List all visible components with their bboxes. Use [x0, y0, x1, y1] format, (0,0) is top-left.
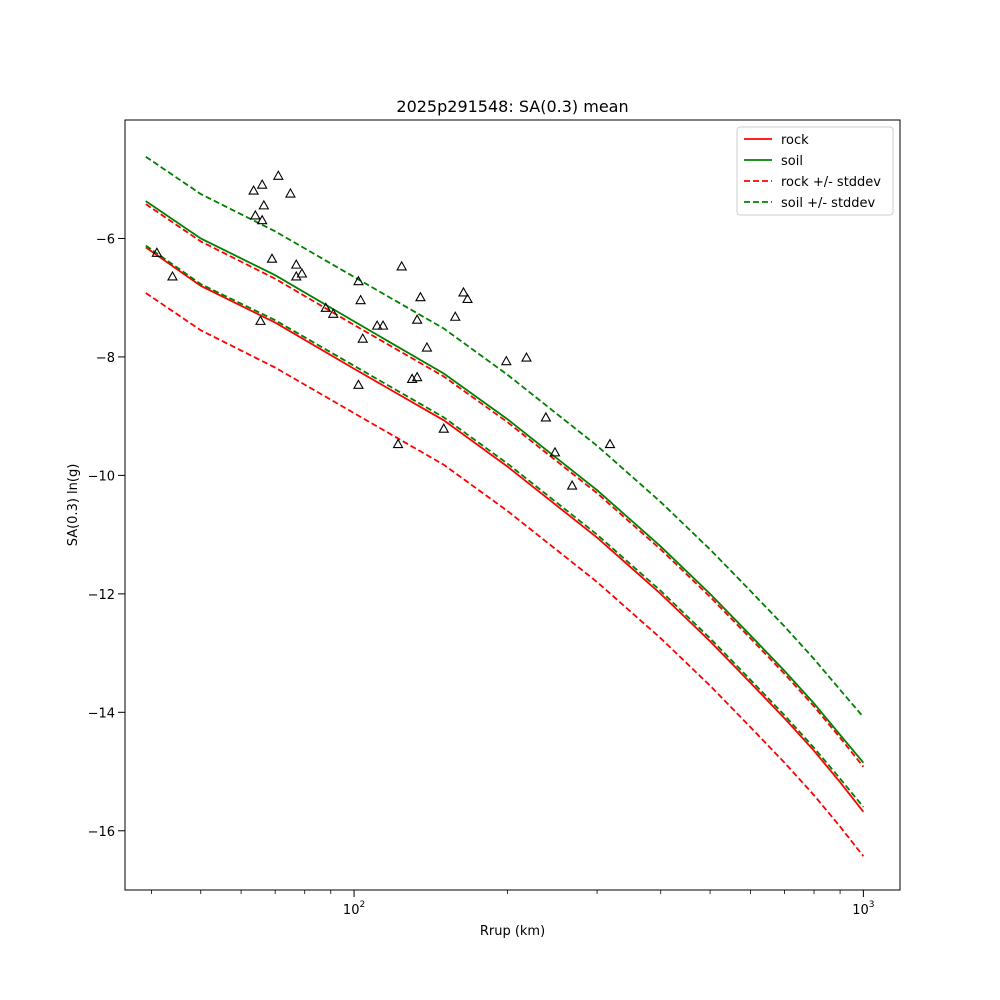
plot-area	[145, 155, 865, 857]
y-tick-label: −16	[88, 825, 115, 840]
observation-point	[396, 260, 408, 271]
observation-point	[353, 379, 364, 389]
observation-point	[377, 319, 389, 330]
observation-point	[296, 267, 308, 278]
y-tick-label: −6	[96, 232, 115, 247]
y-axis-label: SA(0.3) ln(g)	[66, 464, 81, 547]
y-tick-label: −10	[88, 469, 115, 484]
legend-label: soil	[781, 154, 803, 169]
observation-point	[411, 314, 423, 324]
observation-point	[255, 315, 266, 325]
series-line-2-0	[145, 203, 865, 768]
observation-point	[290, 258, 302, 269]
observation-point	[462, 293, 473, 304]
observation-point	[415, 291, 426, 302]
observation-point	[357, 333, 369, 343]
observation-point	[604, 438, 616, 449]
y-tick-label: −8	[96, 351, 115, 366]
observation-point	[256, 214, 268, 225]
observation-point	[320, 302, 332, 312]
observation-point	[327, 308, 339, 318]
chart-title: 2025p291548: SA(0.3) mean	[396, 97, 628, 116]
y-tick-label: −12	[88, 588, 115, 603]
observation-point	[438, 423, 450, 433]
observation-point	[355, 294, 367, 305]
observation-point	[411, 371, 423, 382]
observation-point	[500, 355, 512, 366]
observation-point	[249, 209, 261, 220]
legend-label: rock +/- stddev	[781, 175, 881, 190]
observation-point	[458, 286, 469, 297]
series-line-3-1	[145, 244, 865, 808]
observation-point	[540, 411, 552, 422]
observation-point	[353, 275, 364, 286]
series-line-2-1	[145, 292, 865, 857]
observation-point	[449, 311, 461, 321]
x-axis-label: Rrup (km)	[480, 924, 545, 939]
series-line-1-0	[145, 200, 865, 764]
legend-box	[736, 126, 894, 216]
observation-point	[566, 479, 578, 490]
series-line-0-0	[145, 246, 865, 813]
legend-label: soil +/- stddev	[781, 196, 876, 211]
observation-point	[549, 446, 561, 457]
legend-label: rock	[781, 133, 809, 148]
observation-point	[371, 319, 383, 330]
observation-point	[167, 270, 178, 281]
observation-point	[258, 199, 270, 210]
observation-point	[151, 247, 163, 257]
observation-point	[421, 341, 433, 352]
observation-point	[284, 187, 296, 198]
y-axis-ticks: −16 −14 −12 −10 −8 −6	[88, 232, 125, 840]
legend: rock soil rock +/- stddev soil +/- stddev	[736, 126, 894, 216]
series-line-3-0	[145, 155, 865, 718]
observation-point	[392, 438, 404, 449]
y-tick-label: −14	[88, 706, 115, 721]
observation-point	[256, 179, 268, 189]
observation-point	[521, 351, 532, 362]
plot-frame	[124, 119, 901, 891]
observation-point	[266, 253, 278, 263]
observation-point	[272, 170, 284, 180]
observation-point	[248, 184, 260, 195]
